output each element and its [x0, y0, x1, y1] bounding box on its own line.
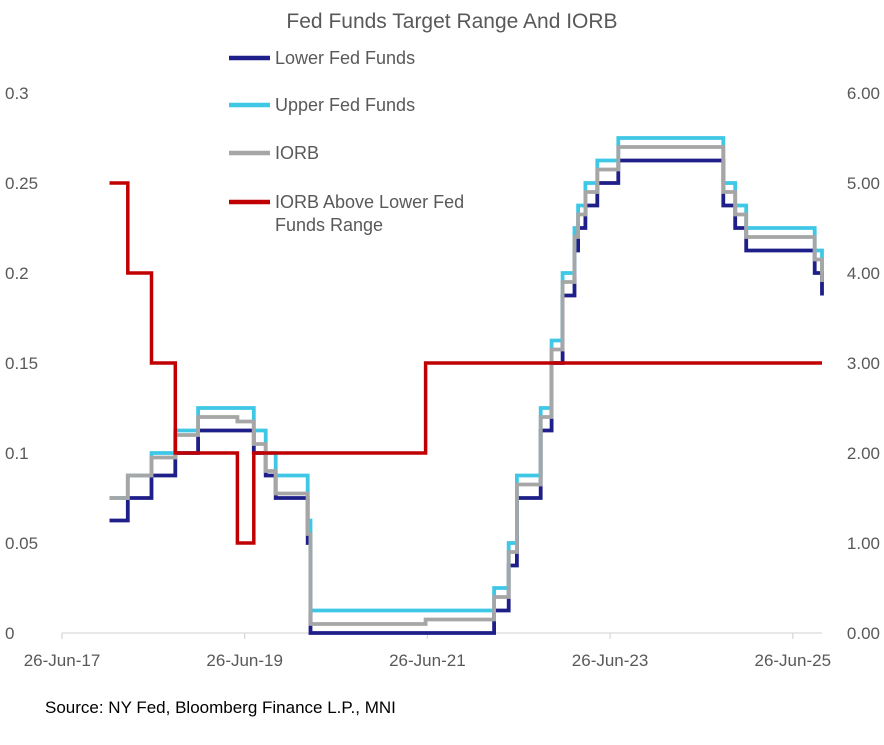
- legend-label: IORB: [275, 143, 319, 163]
- y-left-tick-label: 0.25: [5, 174, 38, 193]
- legend-label: Funds Range: [275, 215, 383, 235]
- x-tick-label: 26-Jun-25: [754, 651, 831, 670]
- legend: Lower Fed Funds Upper Fed Funds IORB IORB A…: [229, 48, 464, 235]
- y-right-tick-label: 1.00: [847, 534, 880, 553]
- y-right-tick-label: 6.00: [847, 84, 880, 103]
- series-line-iorb-above-lower-fed-funds-range: [109, 181, 822, 545]
- legend-label: Lower Fed Funds: [275, 48, 415, 68]
- y-right-tick-label: 4.00: [847, 264, 880, 283]
- x-tick-label: 26-Jun-21: [389, 651, 466, 670]
- source-note: Source: NY Fed, Bloomberg Finance L.P., …: [45, 698, 396, 717]
- y-left-tick-label: 0.1: [5, 444, 29, 463]
- series-line-upper-fed-funds: [109, 136, 824, 613]
- y-right-tick-label: 3.00: [847, 354, 880, 373]
- y-left-tick-label: 0: [5, 624, 14, 643]
- legend-label: Upper Fed Funds: [275, 95, 415, 115]
- chart-title: Fed Funds Target Range And IORB: [286, 10, 617, 33]
- x-tick-label: 26-Jun-23: [572, 651, 649, 670]
- y-left-tick-label: 0.15: [5, 354, 38, 373]
- x-tick-label: 26-Jun-17: [24, 651, 101, 670]
- series-line-lower-fed-funds: [109, 158, 824, 635]
- y-left-tick-label: 0.05: [5, 534, 38, 553]
- series-layer: [109, 136, 824, 635]
- y-left-tick-label: 0.3: [5, 84, 29, 103]
- x-tick-label: 26-Jun-19: [206, 651, 283, 670]
- y-left-tick-label: 0.2: [5, 264, 29, 283]
- y-right-tick-label: 5.00: [847, 174, 880, 193]
- series-line-iorb: [109, 145, 824, 626]
- y-right-tick-label: 2.00: [847, 444, 880, 463]
- axes: 26-Jun-17 26-Jun-19 26-Jun-21 26-Jun-23 26-J…: [5, 84, 880, 670]
- legend-label: IORB Above Lower Fed: [275, 192, 464, 212]
- y-right-tick-label: 0.00: [847, 624, 880, 643]
